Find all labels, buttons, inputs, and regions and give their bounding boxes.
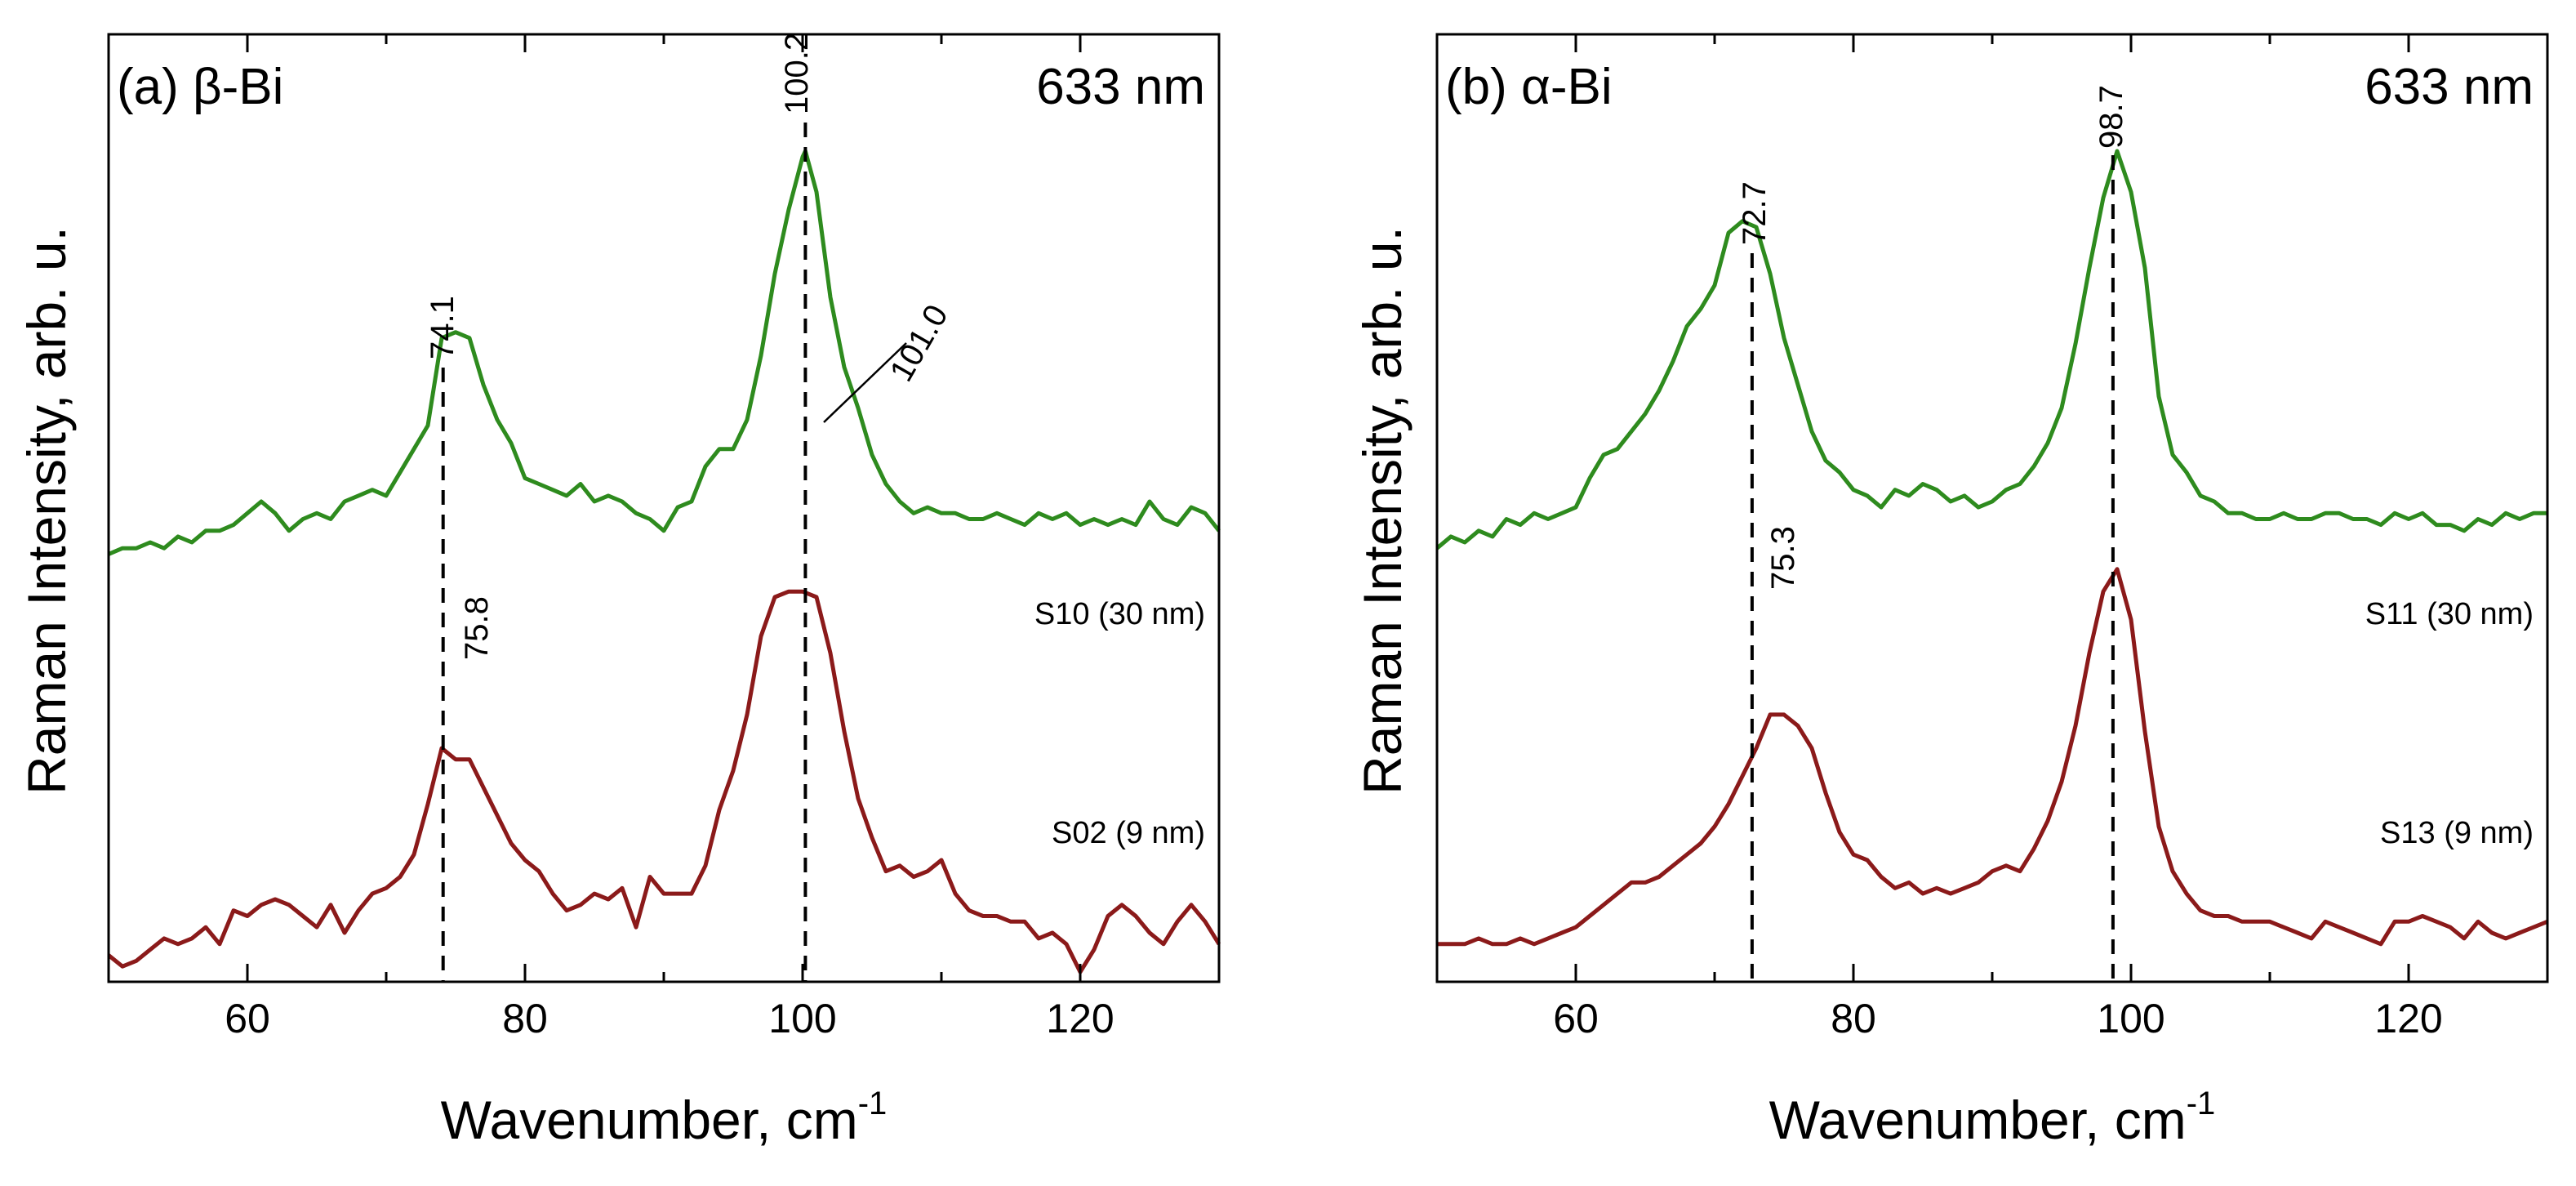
panel-b-plot-frame xyxy=(1435,33,2549,983)
x-tick-label-80: 80 xyxy=(1831,996,1876,1041)
peak-label-98-7: 98.7 xyxy=(2093,85,2129,149)
panel-a: Raman Intensity, arb. u. 60 80 100 120 (a) … xyxy=(16,33,1221,1150)
x-tick-label-120: 120 xyxy=(2374,996,2442,1041)
series-line-s13 xyxy=(1437,567,2548,947)
x-tick-label-80: 80 xyxy=(502,996,548,1041)
series-label-s11: S11 (30 nm) xyxy=(2365,597,2534,631)
panel-a-label: (a) β-Bi xyxy=(117,59,283,115)
series-label-s10: S10 (30 nm) xyxy=(1034,597,1205,631)
x-tick-label-100: 100 xyxy=(2097,996,2164,1041)
series-line-s10 xyxy=(108,149,1221,556)
panel-b: Raman Intensity, arb. u. 60 80 100 120 (b) … xyxy=(1352,33,2549,1150)
series-label-s13: S13 (9 nm) xyxy=(2380,816,2534,850)
peak-label-74-1: 74.1 xyxy=(425,296,460,359)
panel-a-plot-frame xyxy=(107,33,1221,983)
peak-label-75-8: 75.8 xyxy=(459,596,495,660)
panel-b-xlabel: Wavenumber, cm-1 xyxy=(1769,1086,2216,1150)
x-tick-label-120: 120 xyxy=(1046,996,1114,1041)
panel-a-ylabel: Raman Intensity, arb. u. xyxy=(16,226,77,795)
peak-label-101-0: 101.0 xyxy=(883,299,955,388)
peak-label-72-7: 72.7 xyxy=(1737,181,1773,245)
panel-b-laser-label: 633 nm xyxy=(2365,59,2534,115)
panel-b-label: (b) α-Bi xyxy=(1445,59,1613,115)
peak-label-75-3: 75.3 xyxy=(1765,526,1801,590)
x-tick-label-60: 60 xyxy=(1553,996,1599,1041)
panel-a-xlabel: Wavenumber, cm-1 xyxy=(441,1086,888,1150)
peak-label-100-2: 100.2 xyxy=(779,33,815,114)
panel-a-laser-label: 633 nm xyxy=(1036,59,1205,115)
x-tick-label-60: 60 xyxy=(225,996,270,1041)
series-line-s11 xyxy=(1435,149,2547,551)
series-line-s02 xyxy=(107,589,1221,974)
panel-b-ylabel: Raman Intensity, arb. u. xyxy=(1352,226,1413,795)
peak-101-0-leader xyxy=(823,342,907,423)
x-tick-label-100: 100 xyxy=(768,996,836,1041)
series-label-s02: S02 (9 nm) xyxy=(1052,816,1205,850)
